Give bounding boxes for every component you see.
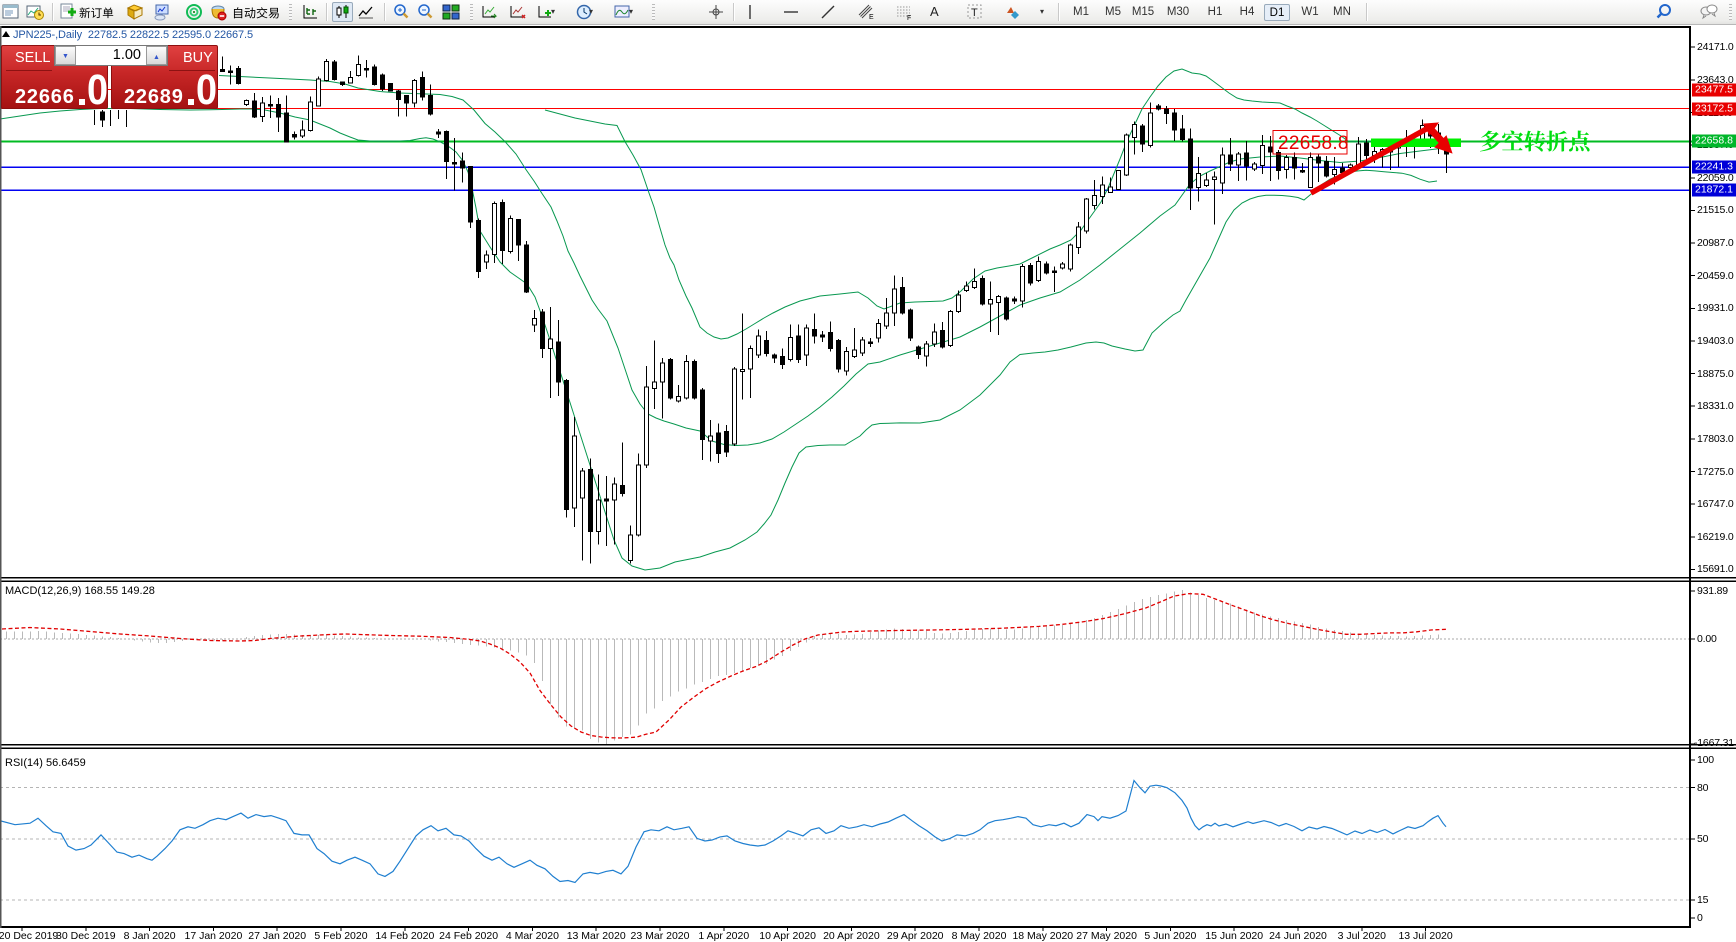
svg-text:T: T — [971, 7, 978, 19]
svg-text:E: E — [869, 14, 874, 21]
svg-text:F: F — [907, 15, 911, 21]
